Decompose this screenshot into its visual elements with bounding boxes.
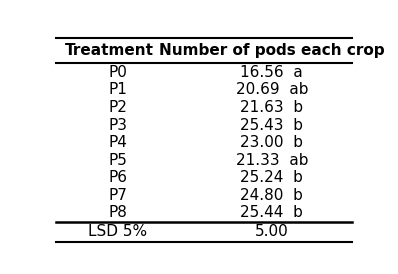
- Text: P6: P6: [108, 170, 127, 185]
- Text: 25.44  b: 25.44 b: [240, 206, 303, 220]
- Text: Number of pods each crop: Number of pods each crop: [159, 43, 384, 58]
- Text: 23.00  b: 23.00 b: [240, 135, 303, 150]
- Text: 25.43  b: 25.43 b: [240, 118, 303, 133]
- Text: 24.80  b: 24.80 b: [240, 188, 303, 203]
- Text: LSD 5%: LSD 5%: [88, 224, 147, 239]
- Text: 21.63  b: 21.63 b: [240, 100, 303, 115]
- Text: 16.56  a: 16.56 a: [240, 65, 303, 80]
- Text: P4: P4: [108, 135, 127, 150]
- Text: 21.33  ab: 21.33 ab: [236, 153, 308, 168]
- Text: P5: P5: [108, 153, 127, 168]
- Text: 25.24  b: 25.24 b: [240, 170, 303, 185]
- Text: 20.69  ab: 20.69 ab: [236, 82, 308, 97]
- Text: P3: P3: [108, 118, 127, 133]
- Text: P8: P8: [108, 206, 127, 220]
- Text: 5.00: 5.00: [255, 224, 289, 239]
- Text: P2: P2: [108, 100, 127, 115]
- Text: P1: P1: [108, 82, 127, 97]
- Text: P0: P0: [108, 65, 127, 80]
- Text: Treatment: Treatment: [65, 43, 154, 58]
- Text: P7: P7: [108, 188, 127, 203]
